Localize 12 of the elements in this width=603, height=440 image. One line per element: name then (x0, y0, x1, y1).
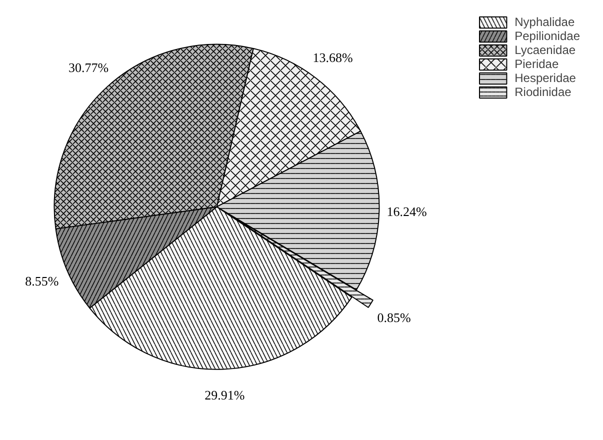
data-label: 30.77% (68, 60, 109, 76)
legend-label: Nyphalidae (514, 15, 575, 29)
data-label: 13.68% (312, 50, 354, 66)
legend-label: Pieridae (514, 57, 559, 71)
data-label: 8.55% (25, 273, 59, 288)
legend-label: Lycaenidae (514, 43, 576, 57)
legend-label: Hesperidae (514, 71, 576, 85)
legend-label: Pepilionidae (514, 29, 580, 43)
data-label: 29.91% (204, 388, 245, 403)
data-label: 0.85% (377, 310, 412, 326)
legend-label: Riodinidae (514, 85, 572, 99)
data-label: 16.24% (386, 204, 428, 220)
